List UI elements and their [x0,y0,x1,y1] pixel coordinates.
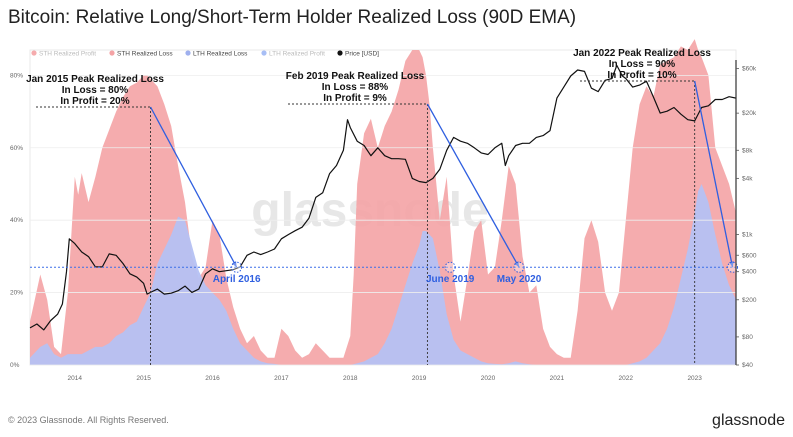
arrow-head [729,261,734,268]
x-tick-label: 2021 [550,375,565,382]
x-tick-label: 2019 [412,375,427,382]
peak-annotation-title: Feb 2019 Peak Realized Loss [286,71,425,82]
gridlines [30,74,736,366]
peak-decline-arrow-line [149,106,238,268]
peak-annotation-in-loss: In Loss = 80% [62,85,129,96]
y-right-tick-label: $600 [742,252,757,259]
legend-marker [109,50,115,56]
target-marker-circle [444,261,456,273]
target-marker-circle [727,261,739,273]
copyright-text: © 2023 Glassnode. All Rights Reserved. [8,415,169,425]
peak-annotation-in-profit: In Profit = 20% [60,96,129,107]
peak-annotation-in-profit: In Profit = 10% [607,70,676,81]
peak-annotation-title: Jan 2015 Peak Realized Loss [26,74,164,85]
y-left-tick-label: 60% [10,145,23,152]
y-right-tick-label: $400 [742,269,757,276]
y-right-tick-label: $60k [742,66,757,73]
x-tick-label: 2015 [136,375,151,382]
area-series-group [30,39,736,365]
chart-title: Bitcoin: Relative Long/Short-Term Holder… [8,7,576,28]
peak-annotation-in-loss: In Loss = 90% [609,59,676,70]
y-left-tick-label: 80% [10,72,23,79]
price-line [29,64,737,331]
y-left-tick-label: 0% [10,362,20,369]
target-marker-label: April 2016 [213,274,261,285]
legend-marker [261,50,267,56]
x-tick-label: 2014 [68,375,83,382]
x-tick-label: 2016 [205,375,220,382]
legend-entry: STH Realized Profit [39,51,96,58]
axes-group: 0% 20% 40% 60% 80% 2014 2015 2016 2017 2018 2019 20… [10,60,757,382]
target-marker-label: May 2020 [497,274,542,285]
y-right-tick-label: $1k [742,232,753,239]
y-right-tick-label: $20k [742,110,757,117]
x-tick-label: 2023 [687,375,702,382]
target-marker-circle [231,261,243,273]
peak-decline-arrow-line [426,103,520,268]
legend-marker [31,50,37,56]
y-right-tick-label: $8k [742,147,753,154]
peak-annotation-title: Jan 2022 Peak Realized Loss [573,48,711,59]
legend-entry: LTH Realized Profit [269,51,325,58]
target-marker-circle [513,261,525,273]
price-series-group [29,64,737,331]
legend: STH Realized Profit STH Realized Loss LTH … [31,50,379,58]
y-left-tick-label: 40% [10,217,23,224]
legend-entry: LTH Realized Loss [193,51,248,58]
legend-entry: Price [USD] [345,51,379,58]
x-tick-label: 2018 [343,375,358,382]
lth-realized-loss-area [30,184,736,365]
y-right-tick-label: $80 [742,334,753,341]
y-right-tick-label: $4k [742,175,753,182]
brand-logo-text: glassnode [712,412,785,429]
legend-marker [337,50,343,56]
peak-annotation-in-profit: In Profit = 9% [323,93,387,104]
x-tick-label: 2017 [274,375,289,382]
y-right-tick-label: $40 [742,362,753,369]
y-left-tick-label: 20% [10,290,23,297]
x-tick-label: 2022 [619,375,634,382]
y-right-tick-label: $200 [742,297,757,304]
legend-marker [185,50,191,56]
target-marker-label: June 2019 [426,274,475,285]
legend-entry: STH Realized Loss [117,51,173,58]
sth-realized-loss-area [30,39,736,365]
peak-annotation-in-loss: In Loss = 88% [322,82,389,93]
peak-decline-arrow-line [694,80,734,268]
x-tick-label: 2020 [481,375,496,382]
